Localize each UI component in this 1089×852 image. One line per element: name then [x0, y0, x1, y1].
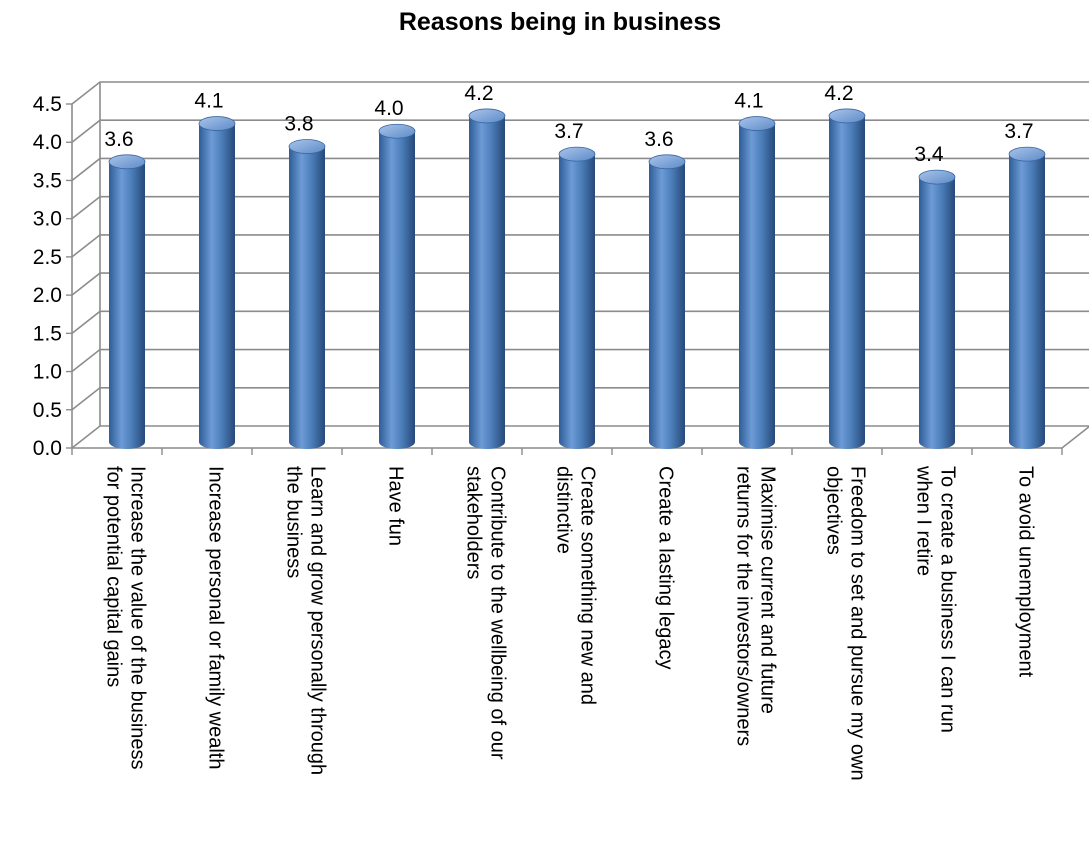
data-label: 3.6: [104, 128, 133, 151]
bar: [648, 154, 686, 450]
bar-top: [558, 146, 596, 162]
bar-body: [649, 161, 685, 450]
data-label: 4.1: [734, 90, 763, 113]
bar-body: [919, 177, 955, 450]
bar: [918, 169, 956, 450]
x-tick-label: Have fun: [385, 466, 407, 546]
bar: [378, 123, 416, 449]
data-label: 4.2: [464, 82, 493, 105]
bar: [1008, 146, 1046, 449]
x-tick-label-line: Contribute to the wellbeing of our: [487, 466, 509, 760]
bar-body: [829, 115, 865, 449]
x-tick-label-line: when I retire: [913, 465, 935, 576]
bar-body: [739, 123, 775, 450]
x-tick-label: Contribute to the wellbeing of ourstakeh…: [463, 466, 509, 760]
data-label: 4.1: [194, 90, 223, 113]
bar-top: [828, 108, 866, 124]
gridlines: [71, 81, 1089, 449]
x-tick-label-line: Create something new and: [577, 466, 599, 705]
x-tick-label-line: for potential capital gains: [103, 466, 125, 687]
y-tick-label: 1.5: [33, 322, 62, 345]
x-tick-label-line: distinctive: [553, 466, 575, 554]
y-tick-label: 1.0: [33, 361, 62, 384]
y-tick-label: 2.5: [33, 246, 62, 269]
bar: [108, 154, 146, 449]
bar-body: [379, 131, 415, 449]
bar-body: [1009, 154, 1045, 449]
x-tick-label-line: Freedom to set and pursue my own: [847, 466, 869, 781]
y-tick-label: 4.5: [33, 93, 62, 116]
x-tick-label-line: To create a business I can run: [937, 466, 959, 733]
bar: [288, 139, 326, 449]
data-label: 3.7: [1004, 120, 1033, 143]
bar-top: [738, 116, 776, 131]
data-labels: 3.6 4.1 3.8 4.0 4.2 3.7 3.6 4.1 4.2 3.4 3.7: [104, 82, 1033, 166]
x-tick-label-line: stakeholders: [463, 466, 485, 579]
bar: [738, 116, 776, 450]
bar-body: [109, 161, 145, 449]
y-tick-label: 4.0: [33, 131, 62, 154]
data-label: 4.0: [374, 97, 403, 120]
y-tick-label: 2.0: [33, 284, 62, 307]
x-tick-label-line: To avoid unemployment: [1015, 466, 1037, 678]
x-tick-label-line: Increase personal or family wealth: [205, 466, 227, 769]
data-label: 3.6: [644, 128, 673, 151]
data-label: 4.2: [824, 82, 853, 105]
bars: [108, 108, 1046, 450]
bar-top: [648, 154, 686, 170]
bar: [828, 108, 866, 449]
bar-top: [288, 139, 326, 154]
chart-title: Reasons being in business: [398, 8, 722, 36]
x-tick-label: Create a lasting legacy: [655, 466, 677, 669]
bar-body: [199, 123, 235, 450]
axes: 0.0 0.5 1.0 1.5 2.0 2.5 3.0 3.5 4.0 4.5: [33, 93, 1089, 460]
bar-top: [1008, 146, 1046, 162]
bar-body: [469, 115, 505, 449]
bar-top: [378, 123, 416, 139]
y-tick-label: 0.0: [33, 437, 62, 460]
y-tick-label: 3.5: [33, 169, 62, 192]
x-tick-label: Freedom to set and pursue my ownobjectiv…: [823, 466, 869, 781]
data-label: 3.4: [914, 143, 944, 166]
bar-body: [559, 154, 595, 449]
x-tick-label-line: Maximise current and future: [757, 466, 779, 714]
x-tick-label-line: objectives: [823, 466, 845, 555]
y-tick-label: 0.5: [33, 399, 62, 422]
bar-top: [918, 169, 956, 185]
x-tick-label-line: Learn and grow personally through: [307, 466, 329, 775]
data-label: 3.8: [284, 113, 313, 136]
x-tick-label: Increase personal or family wealth: [205, 466, 227, 769]
bar: [558, 146, 596, 449]
bar-top: [108, 154, 146, 170]
bar-top: [198, 116, 236, 131]
x-tick-label-line: Create a lasting legacy: [655, 466, 677, 669]
data-label: 3.7: [554, 120, 583, 143]
x-tick-label-line: the business: [283, 466, 305, 578]
gridline: [71, 81, 1089, 105]
bar-top: [468, 108, 506, 124]
bar: [198, 116, 236, 450]
x-tick-label-line: returns for the investors/owners: [733, 466, 755, 746]
bar: [468, 108, 506, 449]
x-tick-label-line: Have fun: [385, 466, 407, 546]
x-tick-label-line: Increase the value of the business: [127, 466, 149, 770]
x-tick-label: To avoid unemployment: [1015, 466, 1037, 678]
y-tick-label: 3.0: [33, 208, 62, 231]
bar-body: [289, 146, 325, 449]
